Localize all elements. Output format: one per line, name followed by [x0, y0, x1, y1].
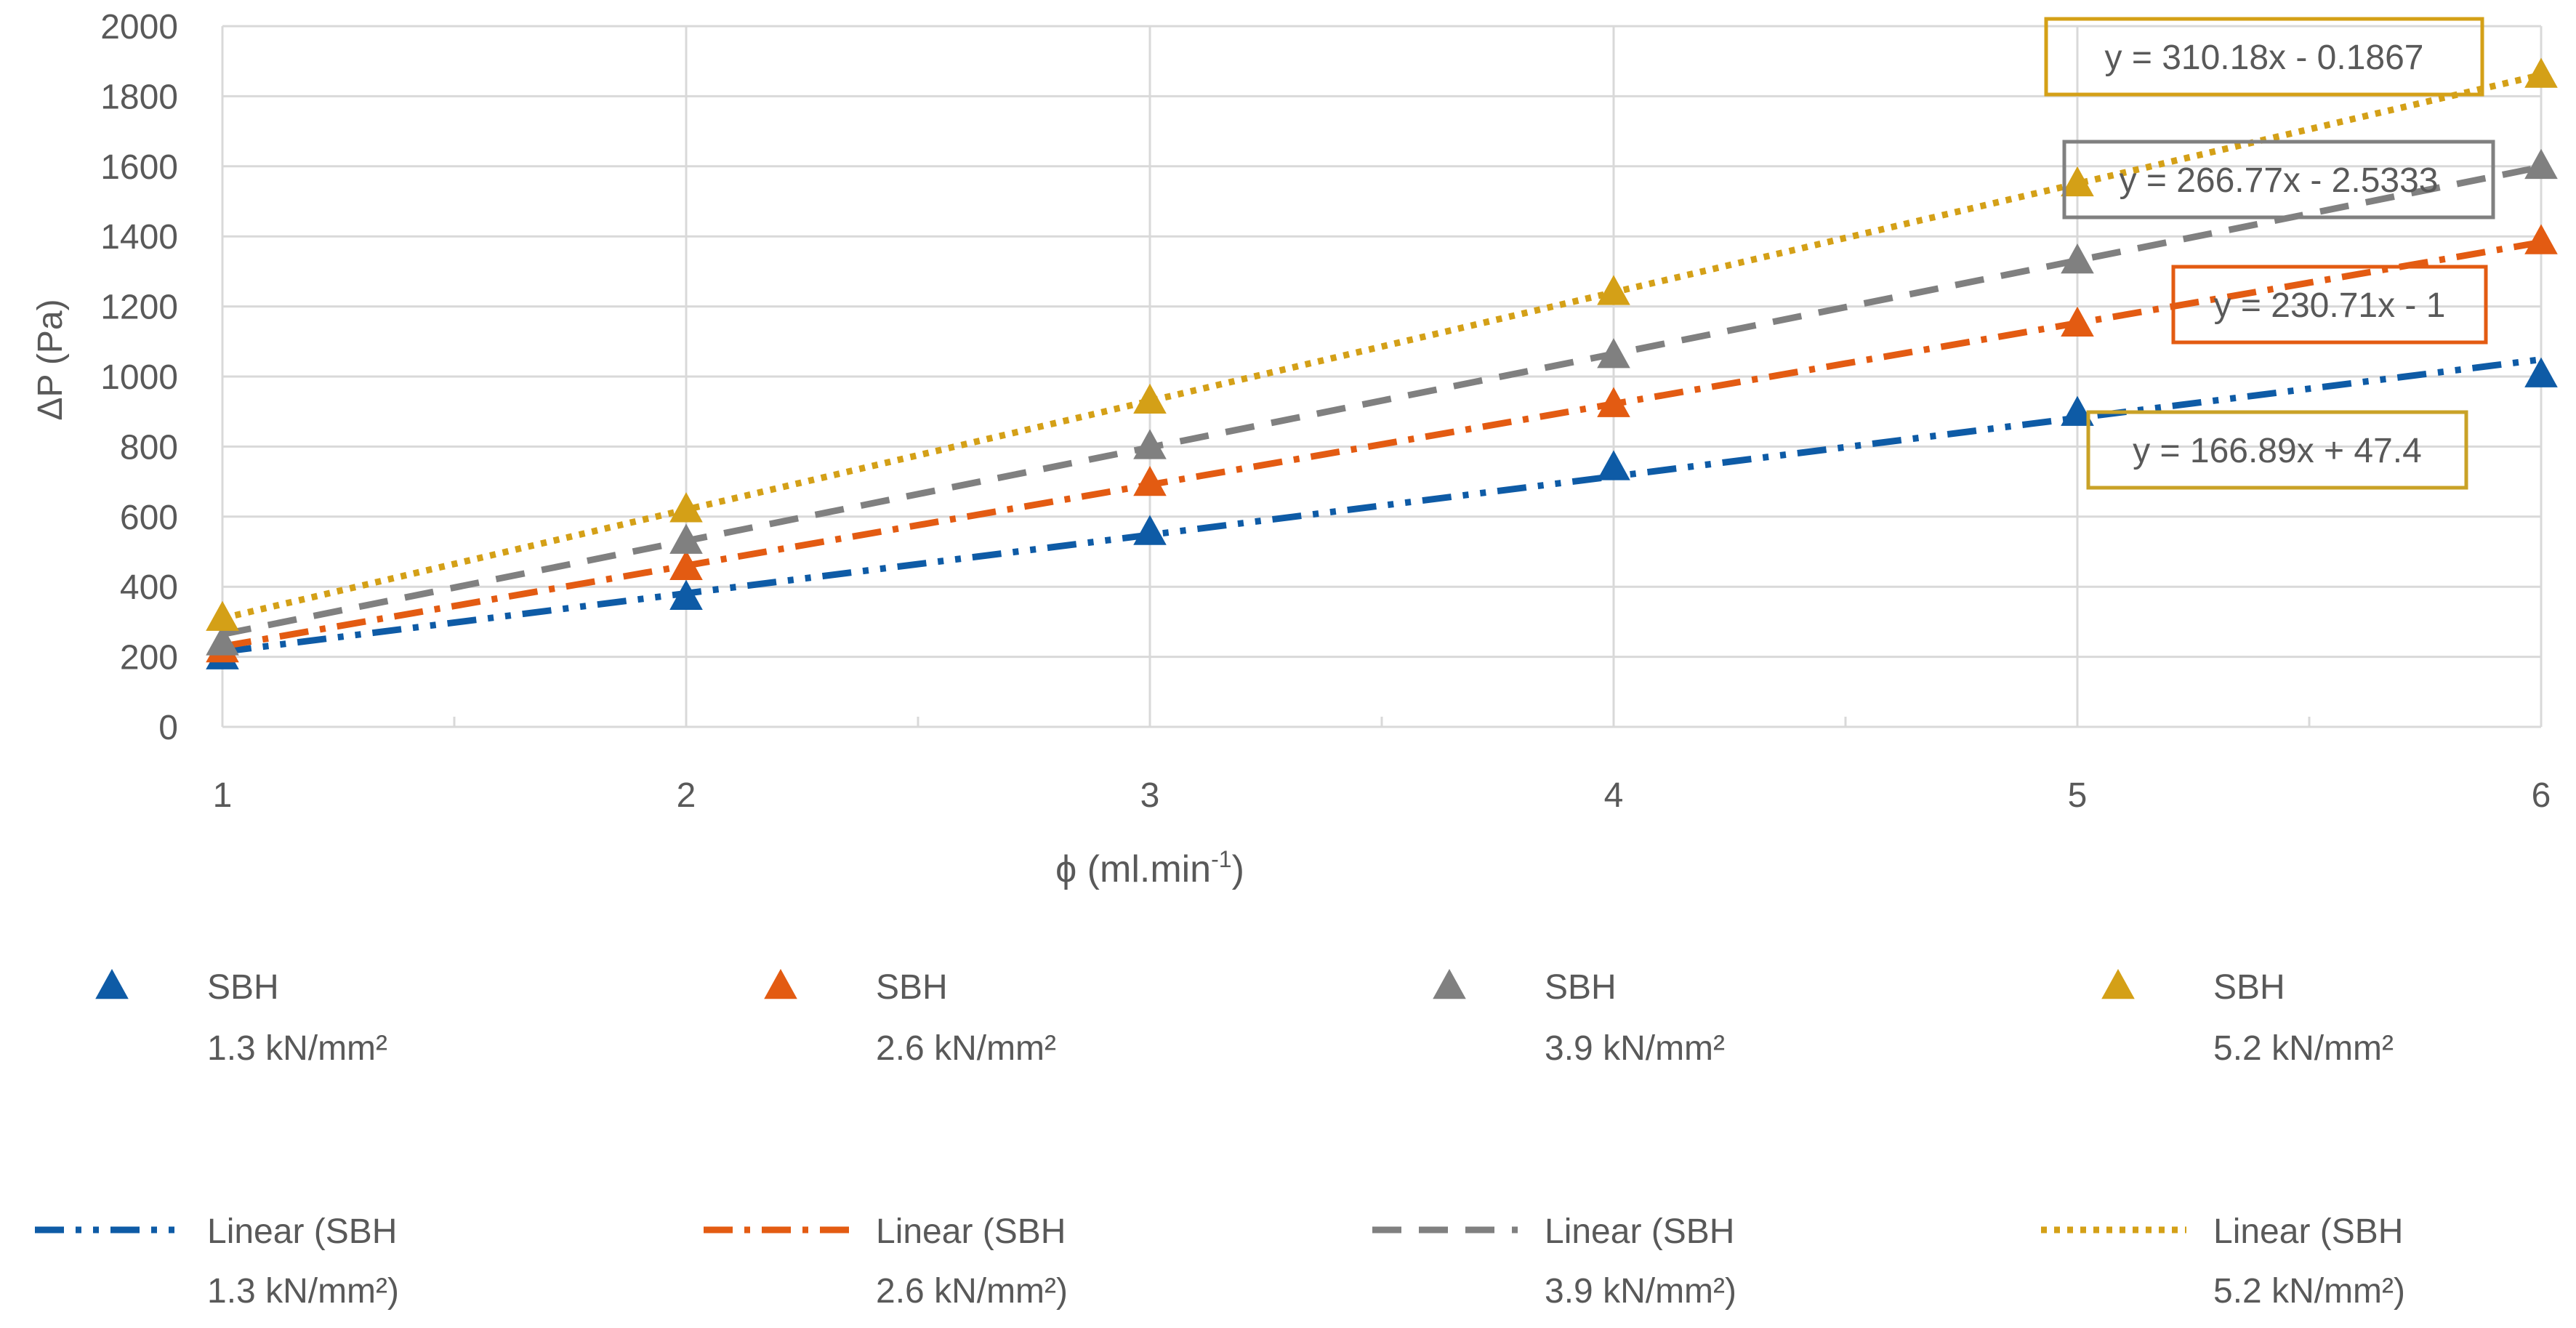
equation-text: y = 166.89x + 47.4: [2133, 432, 2422, 470]
data-point-s4: [2061, 166, 2094, 197]
x-tick-label: 4: [1604, 776, 1624, 815]
data-point-s3: [669, 523, 703, 554]
equation-labels: y = 166.89x + 47.4 y = 230.71x - 1 y = 266…: [2044, 17, 2495, 490]
data-markers: [206, 57, 2558, 669]
equation-text: y = 266.77x - 2.5333: [2120, 161, 2439, 200]
data-point-s3: [2524, 148, 2558, 180]
axes: [222, 717, 2541, 728]
x-axis-label-close: ): [1232, 848, 1244, 890]
equation-text: y = 310.18x - 0.1867: [2105, 39, 2424, 77]
grid: [221, 25, 2543, 727]
data-point-s3: [1133, 429, 1167, 459]
trendline-2: [222, 238, 2542, 650]
equation-box: [2171, 265, 2488, 345]
data-point-s1: [2524, 357, 2558, 387]
legend-marker-2: [764, 969, 797, 999]
x-axis-label: ϕ (ml.min-1): [1055, 846, 1244, 890]
equation-box: [2044, 17, 2484, 97]
equation-label-3: y = 266.77x - 2.5333: [2062, 140, 2495, 220]
tick-labels: 0 200 400 600 800 1000 1200 1400 1600 1800 2000 1 2 3…: [100, 8, 2551, 815]
data-point-s4: [1133, 383, 1167, 414]
legend-trend-label-3-line2: 3.9 kN/mm²): [1545, 1272, 1736, 1311]
data-point-s1: [2061, 395, 2094, 426]
y-tick-label: 200: [120, 639, 178, 677]
legend: SBH 1.3 kN/mm² Linear (SBH 1.3 kN/mm²) SBH 2.…: [35, 968, 2405, 1311]
legend-trend-label-1-line2: 1.3 kN/mm²): [207, 1272, 399, 1311]
legend-trend-label-4-line2: 5.2 kN/mm²): [2213, 1272, 2405, 1311]
y-tick-label: 1600: [100, 148, 178, 187]
x-axis-label-sup: -1: [1211, 846, 1231, 872]
equation-box: [2086, 410, 2468, 490]
equation-box: [2062, 140, 2495, 220]
x-axis-label-main: ϕ (ml.min: [1055, 848, 1211, 890]
legend-label-4-line2: 5.2 kN/mm²: [2213, 1029, 2394, 1068]
axis-labels: ΔP (Pa) ϕ (ml.min-1): [31, 299, 1244, 890]
legend-label-2-line2: 2.6 kN/mm²: [876, 1029, 1056, 1068]
y-tick-label: 0: [158, 709, 178, 747]
data-point-s4: [206, 600, 239, 631]
legend-trend-label-4-line1: Linear (SBH: [2213, 1212, 2403, 1251]
data-point-s1: [669, 579, 703, 610]
data-point-s2: [2524, 224, 2558, 254]
y-tick-label: 800: [120, 428, 178, 467]
data-point-s2: [1597, 387, 1630, 417]
legend-label-3-line2: 3.9 kN/mm²: [1545, 1029, 1725, 1068]
data-point-s4: [2524, 57, 2558, 88]
equation-text: y = 230.71x - 1: [2214, 286, 2446, 325]
equation-label-4: y = 310.18x - 0.1867: [2044, 17, 2484, 97]
y-tick-label: 1000: [100, 358, 178, 397]
trendline-4: [221, 71, 2543, 621]
x-tick-label: 3: [1140, 776, 1160, 815]
x-tick-label: 1: [213, 776, 233, 815]
data-point-s1: [1133, 515, 1167, 545]
y-tick-label: 600: [120, 499, 178, 537]
legend-trend-label-2-line2: 2.6 kN/mm²): [876, 1272, 1068, 1311]
data-point-s4: [669, 492, 703, 523]
x-tick-label: 5: [2068, 776, 2088, 815]
legend-label-3-line1: SBH: [1545, 968, 1617, 1007]
legend-trend-label-3-line1: Linear (SBH: [1545, 1212, 1734, 1251]
equation-label-1: y = 166.89x + 47.4: [2086, 410, 2468, 490]
data-point-s2: [2061, 306, 2094, 337]
trendlines: [221, 71, 2543, 656]
legend-label-1-line1: SBH: [207, 968, 279, 1007]
legend-label-1-line2: 1.3 kN/mm²: [207, 1029, 387, 1068]
y-tick-label: 400: [120, 568, 178, 607]
y-tick-label: 1800: [100, 78, 178, 116]
legend-label-4-line1: SBH: [2213, 968, 2285, 1007]
y-axis-label: ΔP (Pa): [31, 299, 70, 420]
y-tick-label: 1400: [100, 218, 178, 257]
y-tick-label: 1200: [100, 289, 178, 327]
data-point-s3: [206, 625, 239, 656]
data-point-s3: [1597, 338, 1630, 369]
legend-label-2-line1: SBH: [876, 968, 948, 1007]
data-point-s2: [1133, 466, 1167, 496]
y-tick-label: 2000: [100, 8, 178, 47]
equation-label-2: y = 230.71x - 1: [2171, 265, 2488, 345]
trendline-1: [222, 356, 2542, 656]
legend-marker-3: [1433, 969, 1466, 999]
legend-marker-4: [2101, 969, 2135, 999]
x-tick-label: 2: [677, 776, 696, 815]
data-point-s2: [669, 550, 703, 580]
data-point-s1: [1597, 450, 1630, 480]
trendline-3: [222, 164, 2542, 638]
data-point-s4: [1597, 275, 1630, 305]
legend-trend-label-2-line1: Linear (SBH: [876, 1212, 1066, 1251]
legend-trend-label-1-line1: Linear (SBH: [207, 1212, 397, 1251]
data-point-s3: [2061, 243, 2094, 274]
x-tick-label: 6: [2532, 776, 2551, 815]
legend-marker-1: [95, 969, 129, 999]
